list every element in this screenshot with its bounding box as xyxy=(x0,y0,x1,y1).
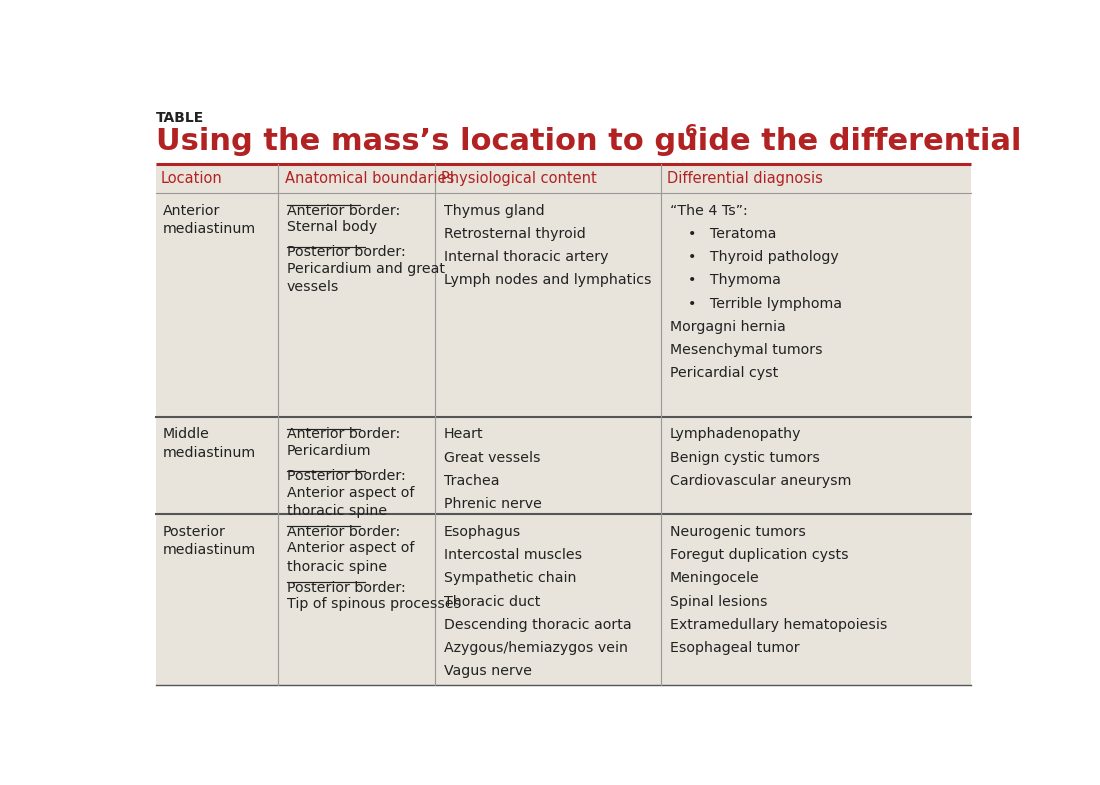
Text: Lymphadenopathy: Lymphadenopathy xyxy=(670,427,801,441)
Text: Cardiovascular aneurysm: Cardiovascular aneurysm xyxy=(670,474,851,488)
Text: Differential diagnosis: Differential diagnosis xyxy=(668,170,823,185)
Text: •   Thyroid pathology: • Thyroid pathology xyxy=(670,250,838,264)
Text: Anterior
mediastinum: Anterior mediastinum xyxy=(163,203,255,236)
Text: Tip of spinous processes: Tip of spinous processes xyxy=(287,597,461,612)
Text: Foregut duplication cysts: Foregut duplication cysts xyxy=(670,548,848,562)
Bar xyxy=(156,193,971,417)
Text: •   Terrible lymphoma: • Terrible lymphoma xyxy=(670,297,842,311)
Text: Lymph nodes and lymphatics: Lymph nodes and lymphatics xyxy=(443,273,651,287)
Text: “The 4 Ts”:: “The 4 Ts”: xyxy=(670,203,747,217)
Text: Middle
mediastinum: Middle mediastinum xyxy=(163,427,255,460)
Text: Anatomical boundaries: Anatomical boundaries xyxy=(285,170,454,185)
Text: Benign cystic tumors: Benign cystic tumors xyxy=(670,451,820,465)
Text: Meningocele: Meningocele xyxy=(670,571,759,586)
Bar xyxy=(156,514,971,685)
Text: Sternal body: Sternal body xyxy=(287,220,377,234)
Text: Descending thoracic aorta: Descending thoracic aorta xyxy=(443,618,631,632)
Text: Anterior border:: Anterior border: xyxy=(287,427,400,441)
Text: Mesenchymal tumors: Mesenchymal tumors xyxy=(670,343,823,357)
Text: Trachea: Trachea xyxy=(443,474,499,488)
Text: Anterior border:: Anterior border: xyxy=(287,525,400,539)
Text: •   Teratoma: • Teratoma xyxy=(670,227,777,241)
Text: Location: Location xyxy=(161,170,222,185)
Text: Internal thoracic artery: Internal thoracic artery xyxy=(443,250,608,264)
Text: Posterior border:: Posterior border: xyxy=(287,581,406,595)
Text: Using the mass’s location to guide the differential: Using the mass’s location to guide the d… xyxy=(156,126,1022,155)
Text: Intercostal muscles: Intercostal muscles xyxy=(443,548,582,562)
Text: Anterior border:: Anterior border: xyxy=(287,203,400,217)
Text: Posterior border:: Posterior border: xyxy=(287,245,406,259)
Text: Morgagni hernia: Morgagni hernia xyxy=(670,320,785,334)
Text: Thoracic duct: Thoracic duct xyxy=(443,595,540,608)
Bar xyxy=(156,163,971,193)
Text: Sympathetic chain: Sympathetic chain xyxy=(443,571,576,586)
Text: Posterior
mediastinum: Posterior mediastinum xyxy=(163,525,255,557)
Text: Pericardium: Pericardium xyxy=(287,444,372,458)
Text: Esophagus: Esophagus xyxy=(443,525,521,539)
Text: Heart: Heart xyxy=(443,427,483,441)
Text: Physiological content: Physiological content xyxy=(441,170,597,185)
Text: Vagus nerve: Vagus nerve xyxy=(443,664,531,678)
Text: Pericardium and great
vessels: Pericardium and great vessels xyxy=(287,261,444,294)
Text: 6: 6 xyxy=(685,123,697,141)
Text: Neurogenic tumors: Neurogenic tumors xyxy=(670,525,805,539)
Text: TABLE: TABLE xyxy=(156,111,205,125)
Text: Pericardial cyst: Pericardial cyst xyxy=(670,367,778,381)
Text: Extramedullary hematopoiesis: Extramedullary hematopoiesis xyxy=(670,618,887,632)
Text: Great vessels: Great vessels xyxy=(443,451,540,465)
Text: Phrenic nerve: Phrenic nerve xyxy=(443,497,541,511)
Text: •   Thymoma: • Thymoma xyxy=(670,273,781,287)
Text: Esophageal tumor: Esophageal tumor xyxy=(670,641,800,655)
Text: Azygous/hemiazygos vein: Azygous/hemiazygos vein xyxy=(443,641,628,655)
Text: Retrosternal thyroid: Retrosternal thyroid xyxy=(443,227,585,241)
Bar xyxy=(156,417,971,514)
Text: Thymus gland: Thymus gland xyxy=(443,203,544,217)
Text: Spinal lesions: Spinal lesions xyxy=(670,595,767,608)
Text: Posterior border:: Posterior border: xyxy=(287,469,406,483)
Text: Anterior aspect of
thoracic spine: Anterior aspect of thoracic spine xyxy=(287,542,415,574)
Text: Anterior aspect of
thoracic spine: Anterior aspect of thoracic spine xyxy=(287,486,415,518)
